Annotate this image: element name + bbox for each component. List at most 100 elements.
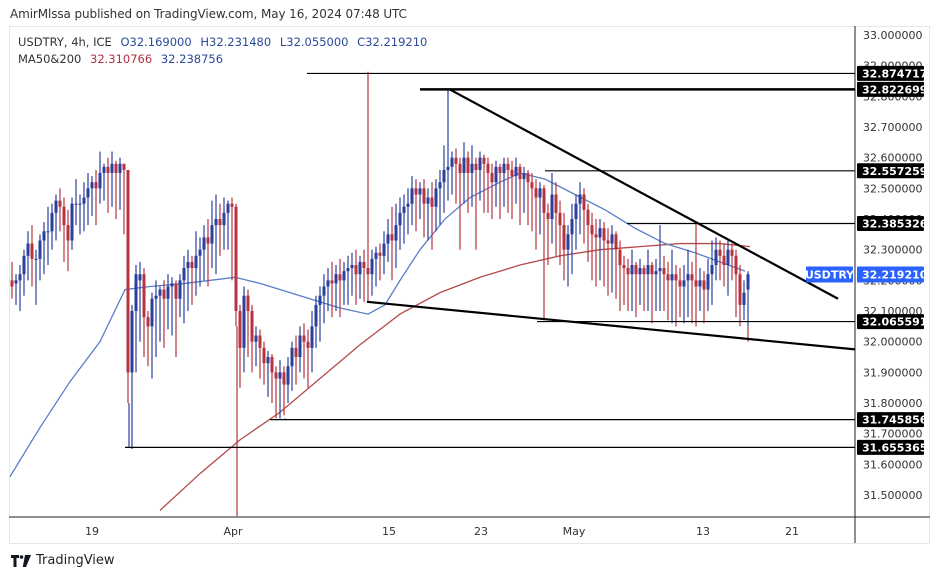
- candle: [618, 240, 622, 312]
- time-axis[interactable]: 19 Apr 15 23 May 13 21: [85, 525, 799, 538]
- candle-body: [462, 157, 466, 174]
- candle: [38, 234, 42, 281]
- candle: [66, 209, 70, 272]
- price-tick-label: 31.500000: [863, 489, 923, 502]
- candle: [102, 163, 106, 201]
- candlesticks: [10, 71, 750, 516]
- candle-body: [374, 252, 378, 259]
- candle-body: [394, 225, 398, 241]
- candle: [418, 182, 422, 220]
- candle: [550, 173, 554, 244]
- candle: [98, 151, 102, 204]
- ma-indicator-label[interactable]: MA50&200: [18, 52, 82, 66]
- candle: [742, 280, 746, 321]
- candle: [226, 200, 230, 250]
- candle: [198, 237, 202, 287]
- candle-body: [182, 268, 186, 281]
- candle: [498, 163, 502, 220]
- candle: [58, 188, 62, 232]
- candle: [262, 341, 266, 385]
- candle-body: [526, 173, 530, 183]
- symbol-tag-text: USDTRY: [805, 268, 855, 281]
- candle: [558, 200, 562, 266]
- lower-wedge-line[interactable]: [366, 300, 856, 351]
- candle-body: [506, 163, 510, 170]
- candle-body: [238, 311, 242, 348]
- candle: [158, 286, 162, 342]
- candle: [410, 176, 414, 226]
- candle-body: [138, 274, 142, 281]
- candle: [266, 350, 270, 397]
- candle: [710, 240, 714, 305]
- candle: [242, 286, 246, 373]
- candle-body: [14, 280, 18, 284]
- candle: [246, 289, 250, 358]
- candle-body: [70, 203, 74, 241]
- candle-body: [434, 188, 438, 207]
- candle-body: [34, 258, 38, 260]
- candle-body: [46, 231, 50, 233]
- candle-body: [282, 372, 286, 385]
- candle: [42, 222, 46, 275]
- candle: [70, 197, 74, 250]
- candle: [602, 222, 606, 287]
- candle: [338, 258, 342, 318]
- candle-body: [742, 292, 746, 305]
- candle: [82, 182, 86, 232]
- candle-body: [230, 203, 234, 207]
- candle-body: [414, 188, 418, 195]
- candle-body: [322, 286, 326, 296]
- candle-body: [578, 194, 582, 204]
- candle: [466, 151, 470, 213]
- price-axis[interactable]: 33.00000032.90000032.80000032.70000032.6…: [863, 29, 923, 502]
- candle-body: [226, 203, 230, 213]
- wedge-trendlines[interactable]: [366, 88, 856, 351]
- ma-row: MA50&200 32.310766 32.238756: [18, 51, 432, 68]
- candle: [130, 304, 134, 450]
- upper-wedge-line[interactable]: [449, 88, 839, 300]
- candle-body: [174, 283, 178, 299]
- candle-body: [18, 274, 22, 281]
- candle: [18, 265, 22, 312]
- candle-body: [98, 173, 102, 189]
- candle: [362, 249, 366, 302]
- level-price-tag-text: 32.065591: [862, 316, 927, 329]
- candle: [142, 268, 146, 358]
- symbol-info[interactable]: USDTRY, 4h, ICE: [18, 35, 112, 49]
- candle: [638, 258, 642, 305]
- candle-body: [390, 234, 394, 241]
- candle-body: [602, 228, 606, 241]
- candle-body: [202, 237, 206, 250]
- candle-body: [682, 280, 686, 287]
- candle-body: [438, 182, 442, 189]
- candle: [534, 179, 538, 250]
- candle-body: [306, 341, 310, 348]
- candle: [686, 249, 690, 318]
- candle-body: [170, 283, 174, 287]
- candle-body: [594, 234, 598, 238]
- candle-body: [590, 225, 594, 235]
- candle-body: [586, 209, 590, 226]
- candle-body: [430, 197, 434, 207]
- candle: [658, 225, 662, 312]
- chart-legend: USDTRY, 4h, ICE O32.169000 H32.231480 L3…: [18, 34, 432, 68]
- horizontal-levels[interactable]: [125, 72, 855, 448]
- price-tick-label: 31.700000: [863, 428, 923, 441]
- candle-body: [714, 249, 718, 266]
- candle: [150, 292, 154, 379]
- candle-body: [514, 166, 518, 177]
- candle: [702, 271, 706, 324]
- candle-body: [166, 286, 170, 299]
- candle-body: [646, 265, 650, 275]
- candle: [438, 169, 442, 226]
- candle-body: [190, 261, 194, 269]
- candle-body: [330, 280, 334, 284]
- candle: [526, 169, 530, 226]
- candle: [662, 255, 666, 312]
- candle: [746, 271, 750, 327]
- time-tick-label: 21: [785, 525, 799, 538]
- candle-body: [94, 182, 98, 189]
- candle: [218, 203, 222, 256]
- candle-body: [470, 163, 474, 174]
